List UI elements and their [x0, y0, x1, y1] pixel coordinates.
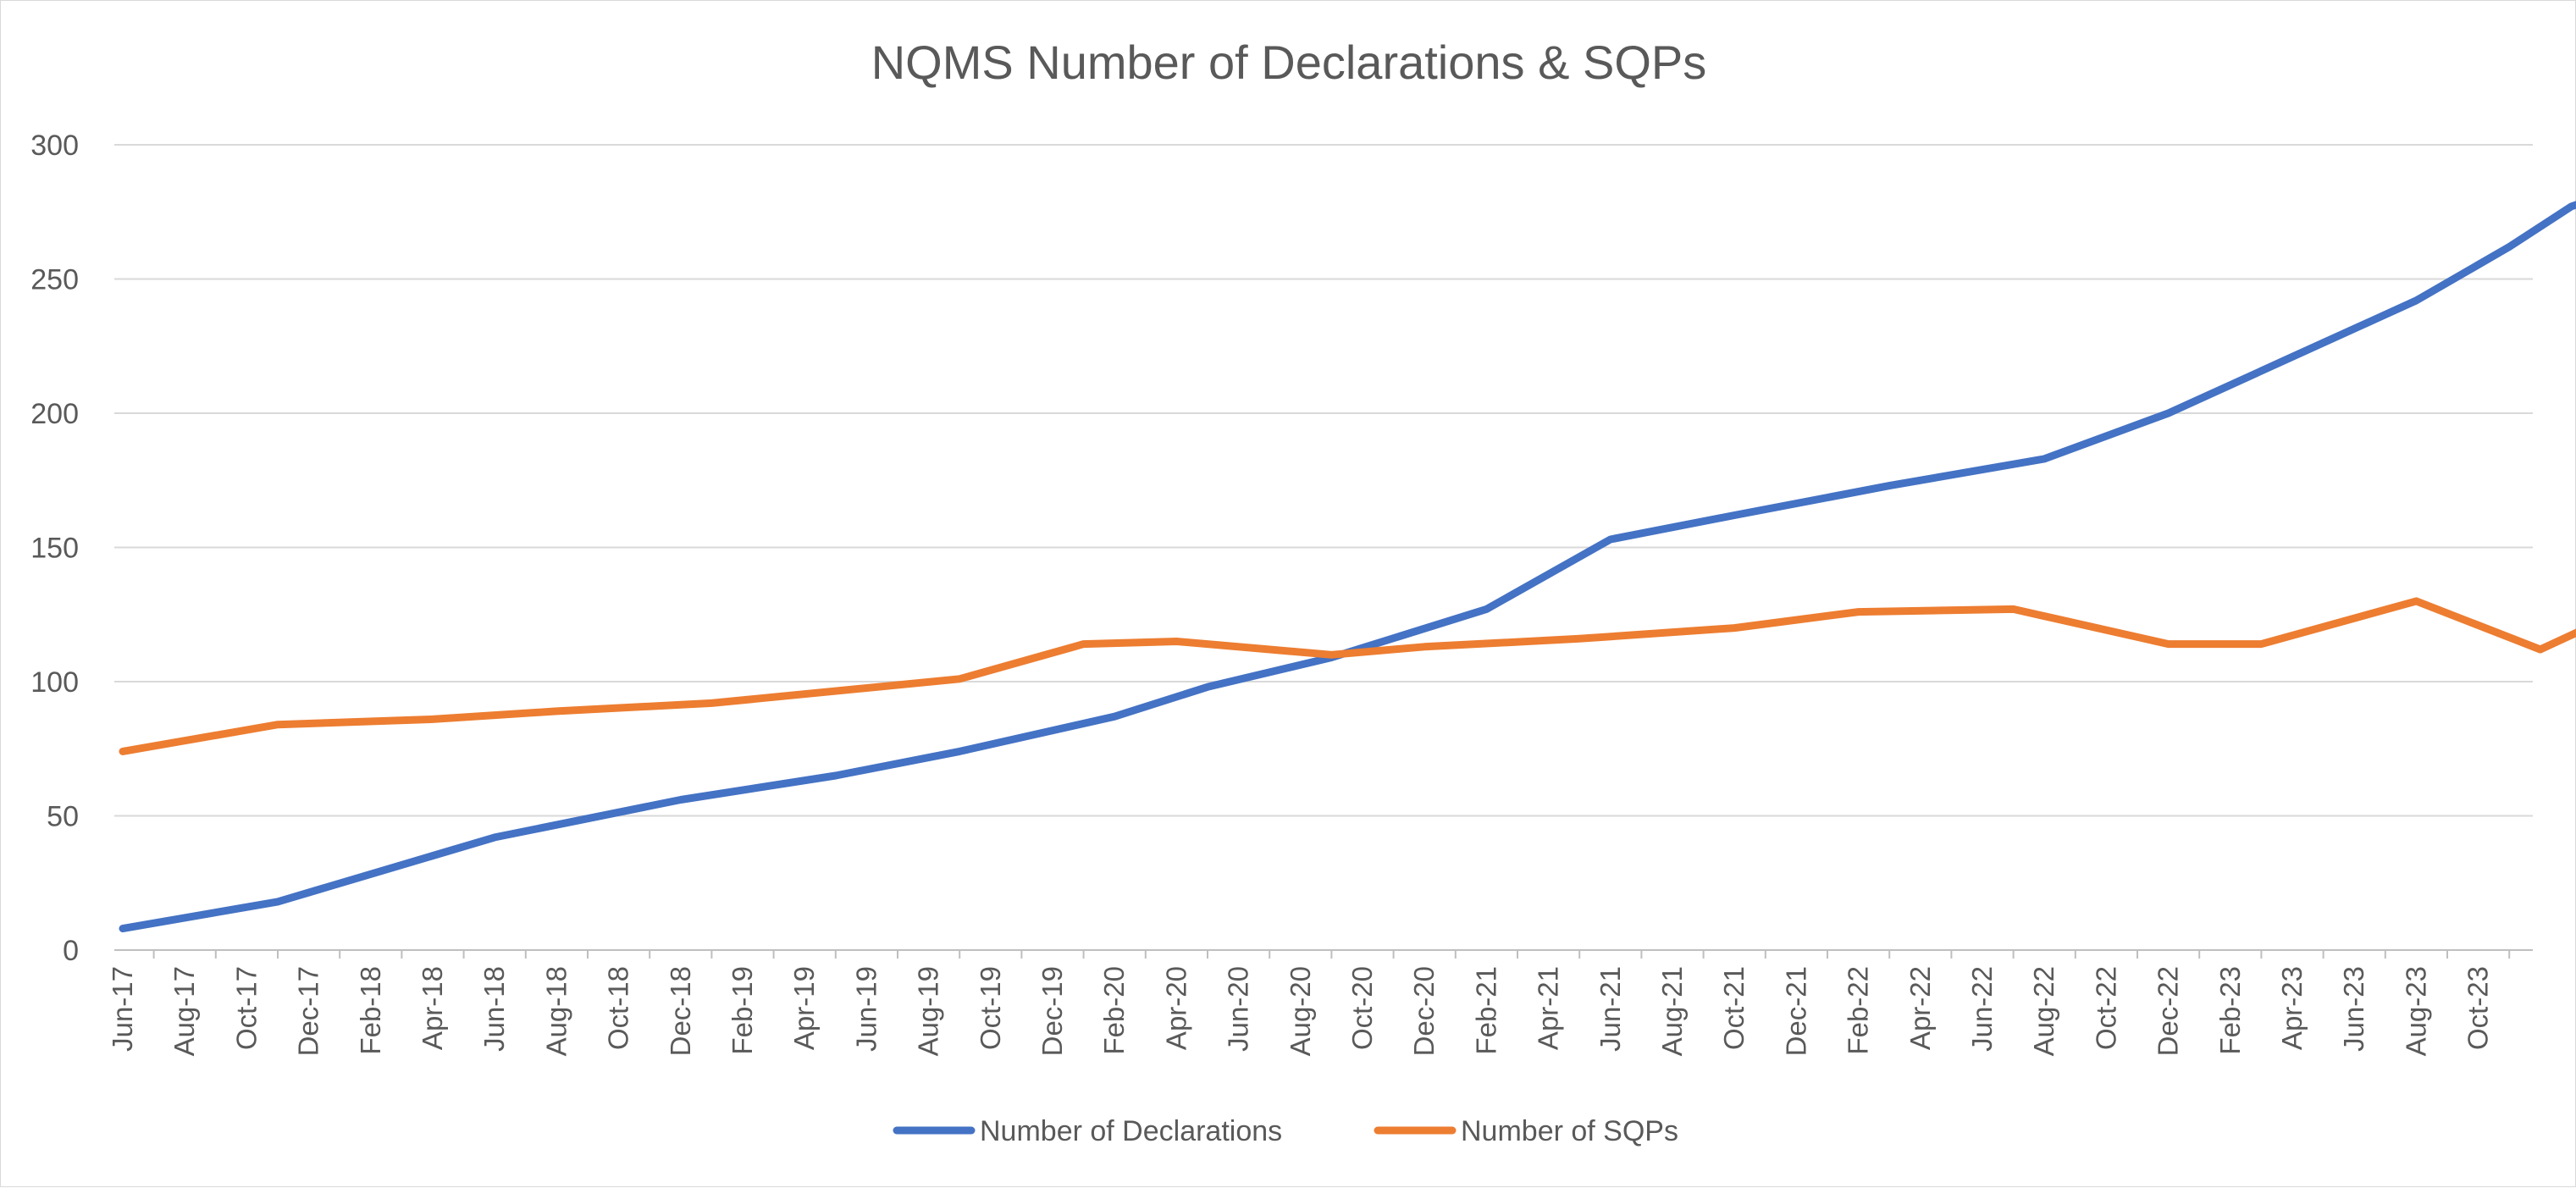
- x-tick-label: Dec-17: [293, 966, 324, 1056]
- x-tick-label: Apr-18: [417, 966, 448, 1050]
- y-tick-label: 250: [30, 264, 79, 296]
- x-tick-label: Oct-20: [1346, 966, 1378, 1050]
- x-tick-label: Apr-21: [1533, 966, 1564, 1050]
- y-tick-label: 150: [30, 533, 79, 565]
- x-tick-label: Apr-22: [1904, 966, 1936, 1050]
- chart-title: NQMS Number of Declarations & SQPs: [871, 36, 1707, 89]
- x-tick-label: Jun-17: [107, 966, 138, 1052]
- x-tick-label: Feb-20: [1098, 966, 1130, 1055]
- x-tick-label: Aug-19: [913, 966, 944, 1056]
- x-tick-label: Jun-21: [1595, 966, 1626, 1052]
- x-tick-label: Jun-23: [2338, 966, 2369, 1052]
- x-tick-label: Feb-21: [1470, 966, 1501, 1055]
- x-tick-label: Feb-22: [1843, 966, 1874, 1055]
- x-tick-label: Dec-22: [2153, 966, 2184, 1056]
- x-tick-label: Dec-21: [1780, 966, 1811, 1056]
- series-lines: [119, 201, 2576, 933]
- sqps-line: [119, 597, 2576, 755]
- x-tick-label: Oct-21: [1718, 966, 1750, 1050]
- x-tick-label: Aug-20: [1285, 966, 1316, 1056]
- gridlines: [114, 144, 2533, 817]
- x-tick-label: Oct-22: [2090, 966, 2121, 1050]
- x-tick-label: Aug-21: [1656, 966, 1688, 1056]
- x-tick-label: Aug-22: [2028, 966, 2059, 1056]
- x-tick-label: Apr-23: [2276, 966, 2308, 1050]
- y-tick-label: 0: [63, 935, 79, 967]
- legend-label: Number of Declarations: [980, 1115, 1282, 1147]
- x-axis: Jun-17 Aug-17 Oct-17 Dec-17 Feb-18 Apr-18 Jun-…: [107, 949, 2533, 1056]
- declarations-line: [119, 201, 2576, 933]
- y-tick-label: 50: [47, 801, 79, 833]
- x-tick-label: Feb-18: [355, 966, 386, 1055]
- x-tick-label: Apr-19: [788, 966, 820, 1050]
- x-tick-label: Aug-23: [2400, 966, 2431, 1056]
- x-tick-label: Aug-18: [540, 966, 572, 1056]
- x-tick-label: Dec-18: [665, 966, 696, 1056]
- x-tick-label: Jun-22: [1966, 966, 1998, 1052]
- x-tick-label: Aug-17: [169, 966, 200, 1056]
- y-tick-label: 200: [30, 398, 79, 430]
- x-tick-label: Oct-18: [603, 966, 634, 1050]
- y-axis: 0 50 100 150 200 250 300: [30, 130, 79, 967]
- y-tick-label: 100: [30, 666, 79, 699]
- x-tick-label: Apr-20: [1160, 966, 1191, 1050]
- x-tick-label: Feb-23: [2214, 966, 2246, 1055]
- x-tick-label: Oct-17: [230, 966, 262, 1050]
- y-tick-label: 300: [30, 130, 79, 162]
- x-tick-label: Oct-23: [2463, 966, 2494, 1050]
- x-tick-label: Feb-19: [727, 966, 758, 1055]
- x-tick-label: Dec-19: [1036, 966, 1068, 1056]
- x-tick-label: Jun-20: [1223, 966, 1254, 1052]
- x-tick-label: Jun-19: [850, 966, 882, 1052]
- legend-label: Number of SQPs: [1461, 1115, 1678, 1147]
- x-tick-label: Dec-20: [1408, 966, 1440, 1056]
- x-tick-label: Jun-18: [478, 966, 510, 1052]
- legend: Number of Declarations Number of SQPs: [893, 1115, 1678, 1147]
- x-tick-label: Oct-19: [975, 966, 1006, 1050]
